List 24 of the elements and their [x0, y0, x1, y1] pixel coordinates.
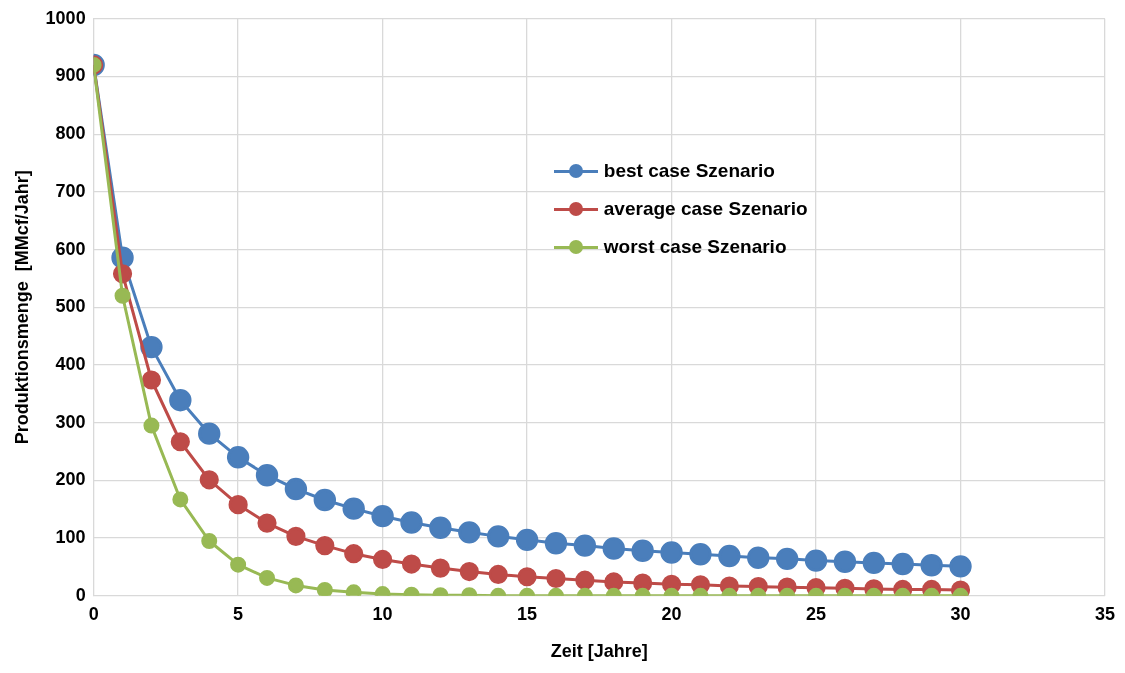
y-tick-label: 0	[75, 584, 86, 605]
x-tick-label: 5	[233, 603, 244, 624]
x-axis-title: Zeit [Jahre]	[550, 641, 648, 662]
x-tick-label: 30	[950, 603, 971, 624]
y-tick-label: 500	[55, 296, 86, 317]
y-tick-label: 800	[55, 123, 86, 144]
x-tick-label: 25	[806, 603, 827, 624]
y-tick-label: 300	[55, 411, 86, 432]
y-tick-label: 600	[55, 238, 86, 259]
x-tick-label: 20	[661, 603, 682, 624]
y-tick-label: 400	[55, 353, 86, 374]
x-tick-label: 10	[372, 603, 393, 624]
y-tick-label: 100	[55, 527, 86, 548]
y-axis-title: Produktionsmenge [MMcf/Jahr]	[11, 170, 32, 445]
x-tick-label: 0	[88, 603, 99, 624]
y-tick-label: 900	[55, 65, 86, 86]
y-tick-label: 700	[55, 180, 86, 201]
y-tick-label: 200	[55, 469, 86, 490]
legend-label: worst case Szenario	[603, 236, 787, 259]
x-tick-label: 15	[517, 603, 538, 624]
legend-label: best case Szenario	[603, 160, 775, 183]
y-tick-label: 1000	[45, 7, 86, 28]
x-tick-label: 35	[1094, 603, 1116, 624]
legend-label: average case Szenario	[603, 198, 808, 221]
